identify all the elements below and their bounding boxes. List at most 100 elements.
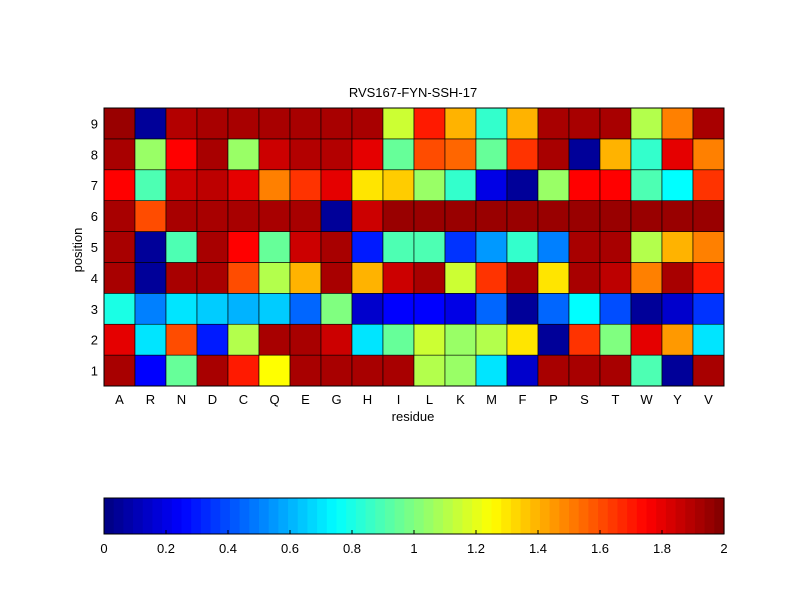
heatmap-cell-N-1	[165, 354, 198, 387]
heatmap-cell-P-9	[537, 107, 570, 140]
heatmap-cell-M-9	[475, 107, 508, 140]
colorbar-bin	[452, 498, 464, 534]
heatmap-cell-D-3	[196, 293, 229, 325]
y-tick-label: 1	[91, 364, 98, 379]
heatmap-cell-N-6	[165, 200, 198, 232]
heatmap-cell-V-3	[692, 293, 725, 325]
colorbar-bin	[510, 498, 522, 534]
colorbar-bin	[569, 498, 580, 534]
heatmap-cell-I-2	[382, 323, 415, 356]
colorbar-bin	[297, 498, 309, 534]
heatmap-cell-N-5	[165, 231, 198, 263]
heatmap-cell-M-2	[475, 323, 508, 356]
heatmap-cell-S-6	[568, 200, 601, 232]
heatmap-cell-M-1	[475, 354, 508, 387]
heatmap-cell-E-6	[289, 200, 322, 232]
heatmap-cell-F-1	[506, 354, 539, 387]
colorbar-bin	[627, 498, 638, 534]
heatmap-cell-P-7	[537, 169, 570, 201]
x-tick-label: V	[704, 392, 713, 407]
heatmap-cell-W-8	[630, 138, 663, 171]
colorbar-bin	[365, 498, 376, 534]
heatmap-cell-C-4	[227, 262, 260, 294]
heatmap-cell-V-7	[692, 169, 725, 201]
heatmap-cell-P-5	[537, 231, 570, 263]
colorbar-bin	[317, 498, 328, 534]
heatmap-cell-K-4	[444, 262, 477, 294]
x-tick-label: L	[426, 392, 433, 407]
heatmap-cell-S-3	[568, 293, 601, 325]
heatmap-cell-I-6	[382, 200, 415, 232]
heatmap-cell-S-8	[568, 138, 601, 171]
colorbar-tick-label: 1.2	[467, 541, 485, 556]
x-tick-label: I	[397, 392, 401, 407]
heatmap-cell-S-4	[568, 262, 601, 294]
colorbar-bin	[578, 498, 589, 534]
y-tick-label: 6	[91, 209, 98, 224]
colorbar-bin	[607, 498, 619, 534]
heatmap-cell-M-7	[475, 169, 508, 201]
colorbar-tick-label: 0.8	[343, 541, 361, 556]
y-axis-label: position	[70, 228, 85, 273]
heatmap-cell-A-3	[103, 293, 136, 325]
heatmap-cell-M-5	[475, 231, 508, 263]
heatmap-cell-A-2	[103, 323, 136, 356]
heatmap-cell-T-1	[599, 354, 632, 387]
colorbar-bin	[191, 498, 202, 534]
heatmap-cell-M-4	[475, 262, 508, 294]
y-tick-label: 7	[91, 178, 98, 193]
heatmap-cell-G-2	[320, 323, 353, 356]
heatmap-cell-I-9	[382, 107, 415, 140]
heatmap-cell-A-7	[103, 169, 136, 201]
heatmap-cell-R-5	[134, 231, 167, 263]
colorbar-tick-label: 0.6	[281, 541, 299, 556]
heatmap-cell-P-1	[537, 354, 570, 387]
heatmap-cell-W-3	[630, 293, 663, 325]
x-tick-label: Y	[673, 392, 682, 407]
heatmap-cell-R-7	[134, 169, 167, 201]
heatmap-cell-F-3	[506, 293, 539, 325]
heatmap-cell-F-7	[506, 169, 539, 201]
heatmap-cell-R-6	[134, 200, 167, 232]
colorbar-bin	[229, 498, 241, 534]
heatmap-cell-G-9	[320, 107, 353, 140]
heatmap-cell-Y-3	[661, 293, 694, 325]
heatmap-cell-Y-4	[661, 262, 694, 294]
colorbar-bin	[336, 498, 347, 534]
heatmap-cell-L-5	[413, 231, 446, 263]
heatmap-cell-E-1	[289, 354, 322, 387]
heatmap-cell-Q-2	[258, 323, 291, 356]
heatmap-cell-C-1	[227, 354, 260, 387]
heatmap-cell-G-8	[320, 138, 353, 171]
colorbar-bin	[162, 498, 173, 534]
heatmap-cell-D-5	[196, 231, 229, 263]
heatmap-cell-T-5	[599, 231, 632, 263]
heatmap-cell-I-8	[382, 138, 415, 171]
colorbar-tick-label: 0.4	[219, 541, 237, 556]
colorbar-bin	[559, 498, 570, 534]
heatmap-cell-H-9	[351, 107, 384, 140]
heatmap-cell-R-2	[134, 323, 167, 356]
colorbar-bin	[491, 498, 502, 534]
heatmap-cell-N-7	[165, 169, 198, 201]
heatmap-cell-N-9	[165, 107, 198, 140]
heatmap-cell-M-3	[475, 293, 508, 325]
heatmap-cells	[103, 107, 725, 387]
heatmap-cell-C-8	[227, 138, 260, 171]
heatmap-cell-Q-5	[258, 231, 291, 263]
heatmap-cell-T-3	[599, 293, 632, 325]
heatmap-cell-L-2	[413, 323, 446, 356]
heatmap-cell-R-8	[134, 138, 167, 171]
heatmap-cell-K-6	[444, 200, 477, 232]
heatmap-cell-I-4	[382, 262, 415, 294]
heatmap-cell-R-9	[134, 107, 167, 140]
heatmap-cell-L-4	[413, 262, 446, 294]
heatmap-cell-T-7	[599, 169, 632, 201]
heatmap-cell-S-2	[568, 323, 601, 356]
heatmap-cell-G-7	[320, 169, 353, 201]
heatmap-cell-H-4	[351, 262, 384, 294]
x-tick-label: K	[456, 392, 465, 407]
x-tick-label: C	[239, 392, 248, 407]
colorbar-tick-labels: 0 0.2 0.4 0.6 0.8 1 1.2 1.4 1.6 1.8 2	[100, 530, 728, 556]
heatmap-cell-V-5	[692, 231, 725, 263]
